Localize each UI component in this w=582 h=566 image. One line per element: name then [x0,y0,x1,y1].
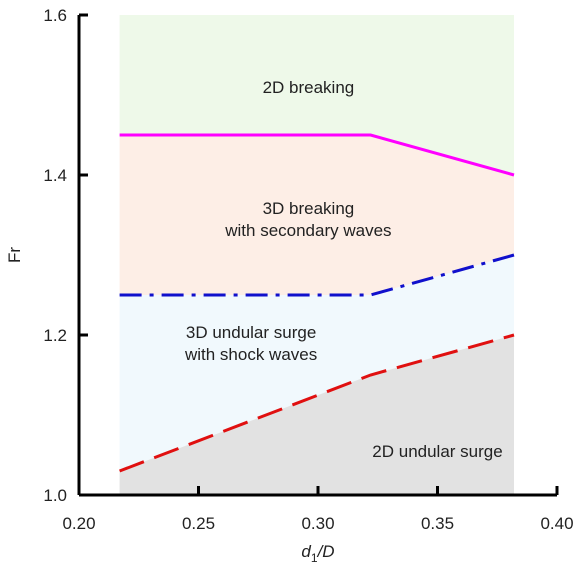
boundary-line-2 [119,253,515,297]
y-tick-label-2: 1.2 [43,326,67,345]
x-axis-label: d1/D [301,542,334,565]
x-tick-label-5: 0.40 [540,514,573,533]
y-tick-label-4: 1.6 [43,6,67,25]
region-label-1-line-1: 2D breaking [263,78,355,97]
x-tick-label-1: 0.20 [62,514,95,533]
boundary-line-3 [119,333,515,473]
region-label-3-line-1: 3D undular surge [186,323,316,342]
y-tick-label-1: 1.0 [43,486,67,505]
region-fill-4 [119,335,514,495]
x-axis-label-main: d [301,542,311,561]
series-layer [119,133,515,473]
region-labels-layer: 2D breaking 3D breaking with secondary wav… [184,78,503,461]
y-axis-label: Fr [5,247,24,263]
x-tick-label-3: 0.30 [301,514,334,533]
boundary-line-1 [119,133,515,177]
region-label-4-line-1: 2D undular surge [372,442,502,461]
axes-layer: 1.0 1.2 1.4 1.6 0.20 0.25 0.30 0.35 0.40 [43,6,573,533]
region-label-2-line-2: with secondary waves [224,221,391,240]
y-tick-label-3: 1.4 [43,166,67,185]
x-tick-label-2: 0.25 [182,514,215,533]
x-axis-label-sub: 1 [311,551,318,565]
x-tick-label-4: 0.35 [421,514,454,533]
region-fill-2 [119,135,514,295]
region-fill-3 [119,255,514,471]
x-axis-label-rest: /D [317,542,335,561]
region-label-2-line-1: 3D breaking [263,199,355,218]
region-label-3-line-2: with shock waves [184,345,317,364]
